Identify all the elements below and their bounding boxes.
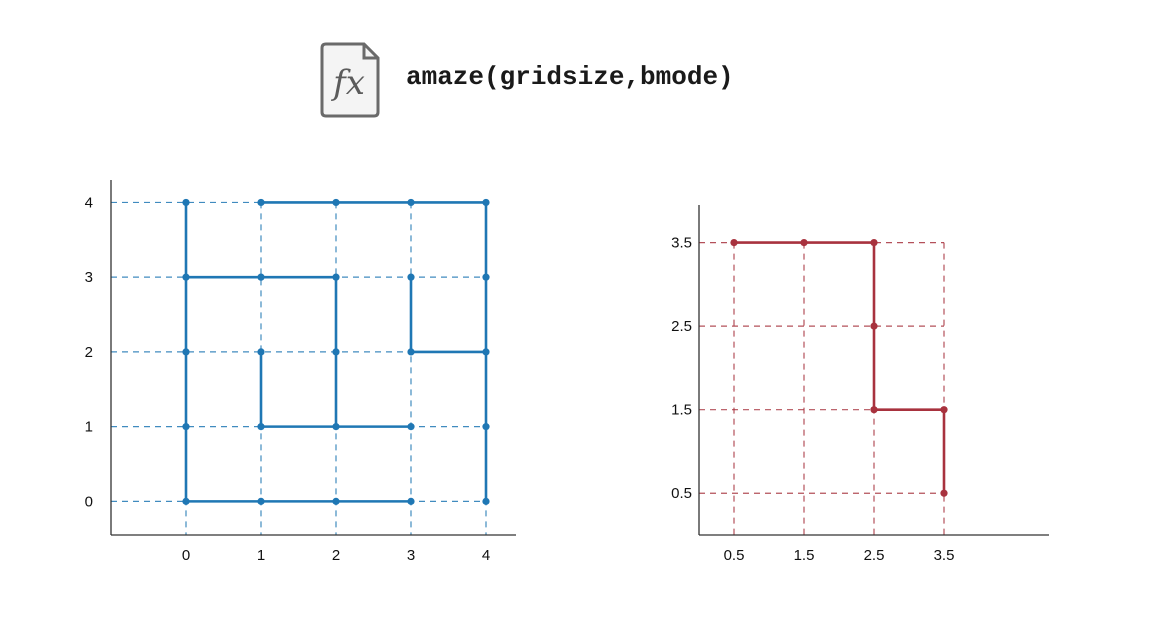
left-maze-node-20 bbox=[182, 198, 190, 207]
right-x-tick-label: 0.5 bbox=[724, 547, 745, 564]
function-signature: amaze(gridsize,bmode) bbox=[406, 62, 734, 92]
left-maze-node-2 bbox=[332, 497, 340, 505]
left-maze-node-12 bbox=[332, 348, 340, 356]
left-y-tick-label: 0 bbox=[85, 493, 93, 510]
left-maze-node-1 bbox=[257, 497, 265, 505]
left-x-tick-label: 0 bbox=[182, 547, 190, 564]
left-maze-node-18 bbox=[407, 273, 415, 281]
right-x-tick-label: 3.5 bbox=[934, 547, 955, 564]
left-maze-node-10 bbox=[182, 348, 190, 356]
right-x-tick-label: 1.5 bbox=[794, 547, 815, 564]
left-maze-node-4 bbox=[482, 497, 490, 505]
right-maze-node-4 bbox=[870, 406, 878, 414]
left-maze-node-13 bbox=[407, 348, 415, 356]
header: fx amaze(gridsize,bmode) bbox=[0, 0, 1170, 140]
left-x-tick-label: 3 bbox=[407, 547, 415, 564]
right-y-tick-label: 2.5 bbox=[671, 318, 692, 335]
left-maze-node-19 bbox=[482, 273, 490, 281]
left-x-tick-label: 4 bbox=[482, 547, 490, 564]
left-y-tick-label: 1 bbox=[85, 419, 93, 436]
left-maze-node-17 bbox=[332, 273, 340, 281]
function-fx-icon: fx bbox=[318, 42, 380, 118]
left-maze-node-11 bbox=[257, 348, 265, 356]
left-maze-node-14 bbox=[482, 348, 490, 356]
right-y-tick-label: 0.5 bbox=[671, 485, 692, 502]
left-maze-node-8 bbox=[407, 423, 415, 431]
left-maze-node-24 bbox=[482, 198, 490, 207]
left-maze-node-5 bbox=[182, 423, 190, 431]
right-y-tick-label: 1.5 bbox=[671, 402, 692, 419]
right-maze-node-6 bbox=[940, 489, 948, 497]
right-y-tick-label: 3.5 bbox=[671, 235, 692, 252]
right-x-tick-label: 2.5 bbox=[864, 547, 885, 564]
right-maze-node-5 bbox=[940, 406, 948, 414]
left-maze-node-3 bbox=[407, 497, 415, 505]
fx-label: fx bbox=[333, 63, 365, 103]
left-maze-node-7 bbox=[332, 423, 340, 431]
left-maze-node-22 bbox=[332, 198, 340, 207]
left-maze-node-16 bbox=[257, 273, 265, 281]
right-maze-node-3 bbox=[870, 322, 878, 330]
left-maze-node-9 bbox=[482, 423, 490, 431]
left-y-tick-label: 4 bbox=[85, 194, 93, 211]
left-maze-node-6 bbox=[257, 423, 265, 431]
left-y-tick-label: 3 bbox=[85, 269, 93, 286]
left-x-tick-label: 2 bbox=[332, 547, 340, 564]
right-maze-node-2 bbox=[870, 238, 878, 247]
right-maze-node-0 bbox=[730, 238, 738, 247]
left-maze-node-0 bbox=[182, 497, 190, 505]
left-x-tick-label: 1 bbox=[257, 547, 265, 564]
document-badge bbox=[320, 42, 380, 118]
left-y-tick-label: 2 bbox=[85, 344, 93, 361]
left-maze-node-21 bbox=[257, 198, 265, 207]
left-maze-node-15 bbox=[182, 273, 190, 281]
left-maze-node-23 bbox=[407, 198, 415, 207]
right-maze-node-1 bbox=[800, 238, 808, 247]
